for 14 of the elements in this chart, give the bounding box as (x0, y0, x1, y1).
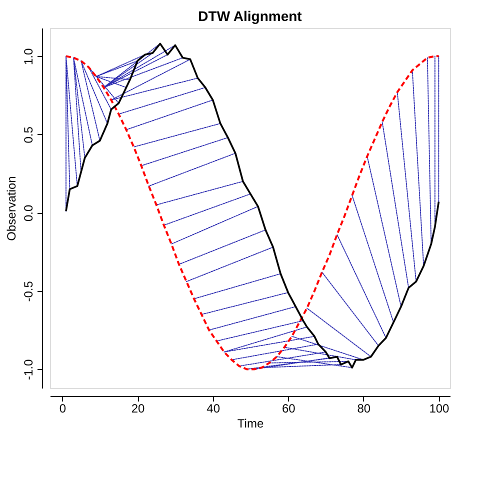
y-tick-label: 0.5 (22, 126, 36, 144)
y-tick-label: -1.0 (22, 359, 36, 380)
x-tick-label: 60 (282, 402, 296, 416)
x-tick-label: 20 (131, 402, 146, 416)
chart-title: DTW Alignment (198, 8, 302, 24)
x-axis-title: Time (237, 416, 264, 430)
x-tick-label: 80 (357, 402, 371, 416)
x-tick-label: 40 (206, 402, 220, 416)
y-axis-title: Observation (4, 176, 18, 241)
y-tick-label: 1.0 (22, 48, 36, 66)
x-tick-label: 100 (429, 402, 450, 416)
x-tick-label: 0 (59, 402, 66, 416)
y-tick-label: 0.0 (22, 204, 36, 222)
y-tick-label: -0.5 (22, 280, 36, 302)
